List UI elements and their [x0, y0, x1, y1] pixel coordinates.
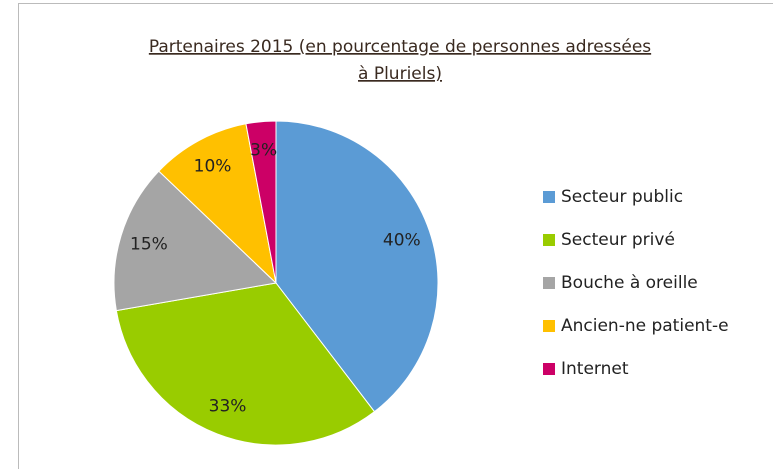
legend-swatch — [543, 234, 555, 246]
legend-label: Secteur public — [561, 187, 683, 207]
legend-label: Ancien-ne patient-e — [561, 316, 729, 336]
pie-slice — [113, 170, 278, 312]
pie-slice — [115, 282, 376, 446]
data-label: 3% — [250, 141, 277, 161]
legend-swatch — [543, 191, 555, 203]
pie-slice — [158, 123, 277, 285]
legend-swatch — [543, 363, 555, 375]
chart-title: Partenaires 2015 (en pourcentage de pers… — [149, 37, 651, 57]
data-label: 33% — [209, 397, 247, 417]
pie-slice — [275, 120, 439, 413]
data-label: 10% — [194, 156, 232, 176]
legend-swatch — [543, 320, 555, 332]
legend-label: Bouche à oreille — [561, 273, 698, 293]
data-label: 40% — [383, 230, 421, 250]
legend-label: Secteur privé — [561, 230, 675, 250]
legend-swatch — [543, 277, 555, 289]
pie-slice — [245, 120, 277, 284]
legend-label: Internet — [561, 359, 629, 379]
data-label: 15% — [130, 234, 168, 254]
chart-title: à Pluriels) — [358, 64, 442, 84]
